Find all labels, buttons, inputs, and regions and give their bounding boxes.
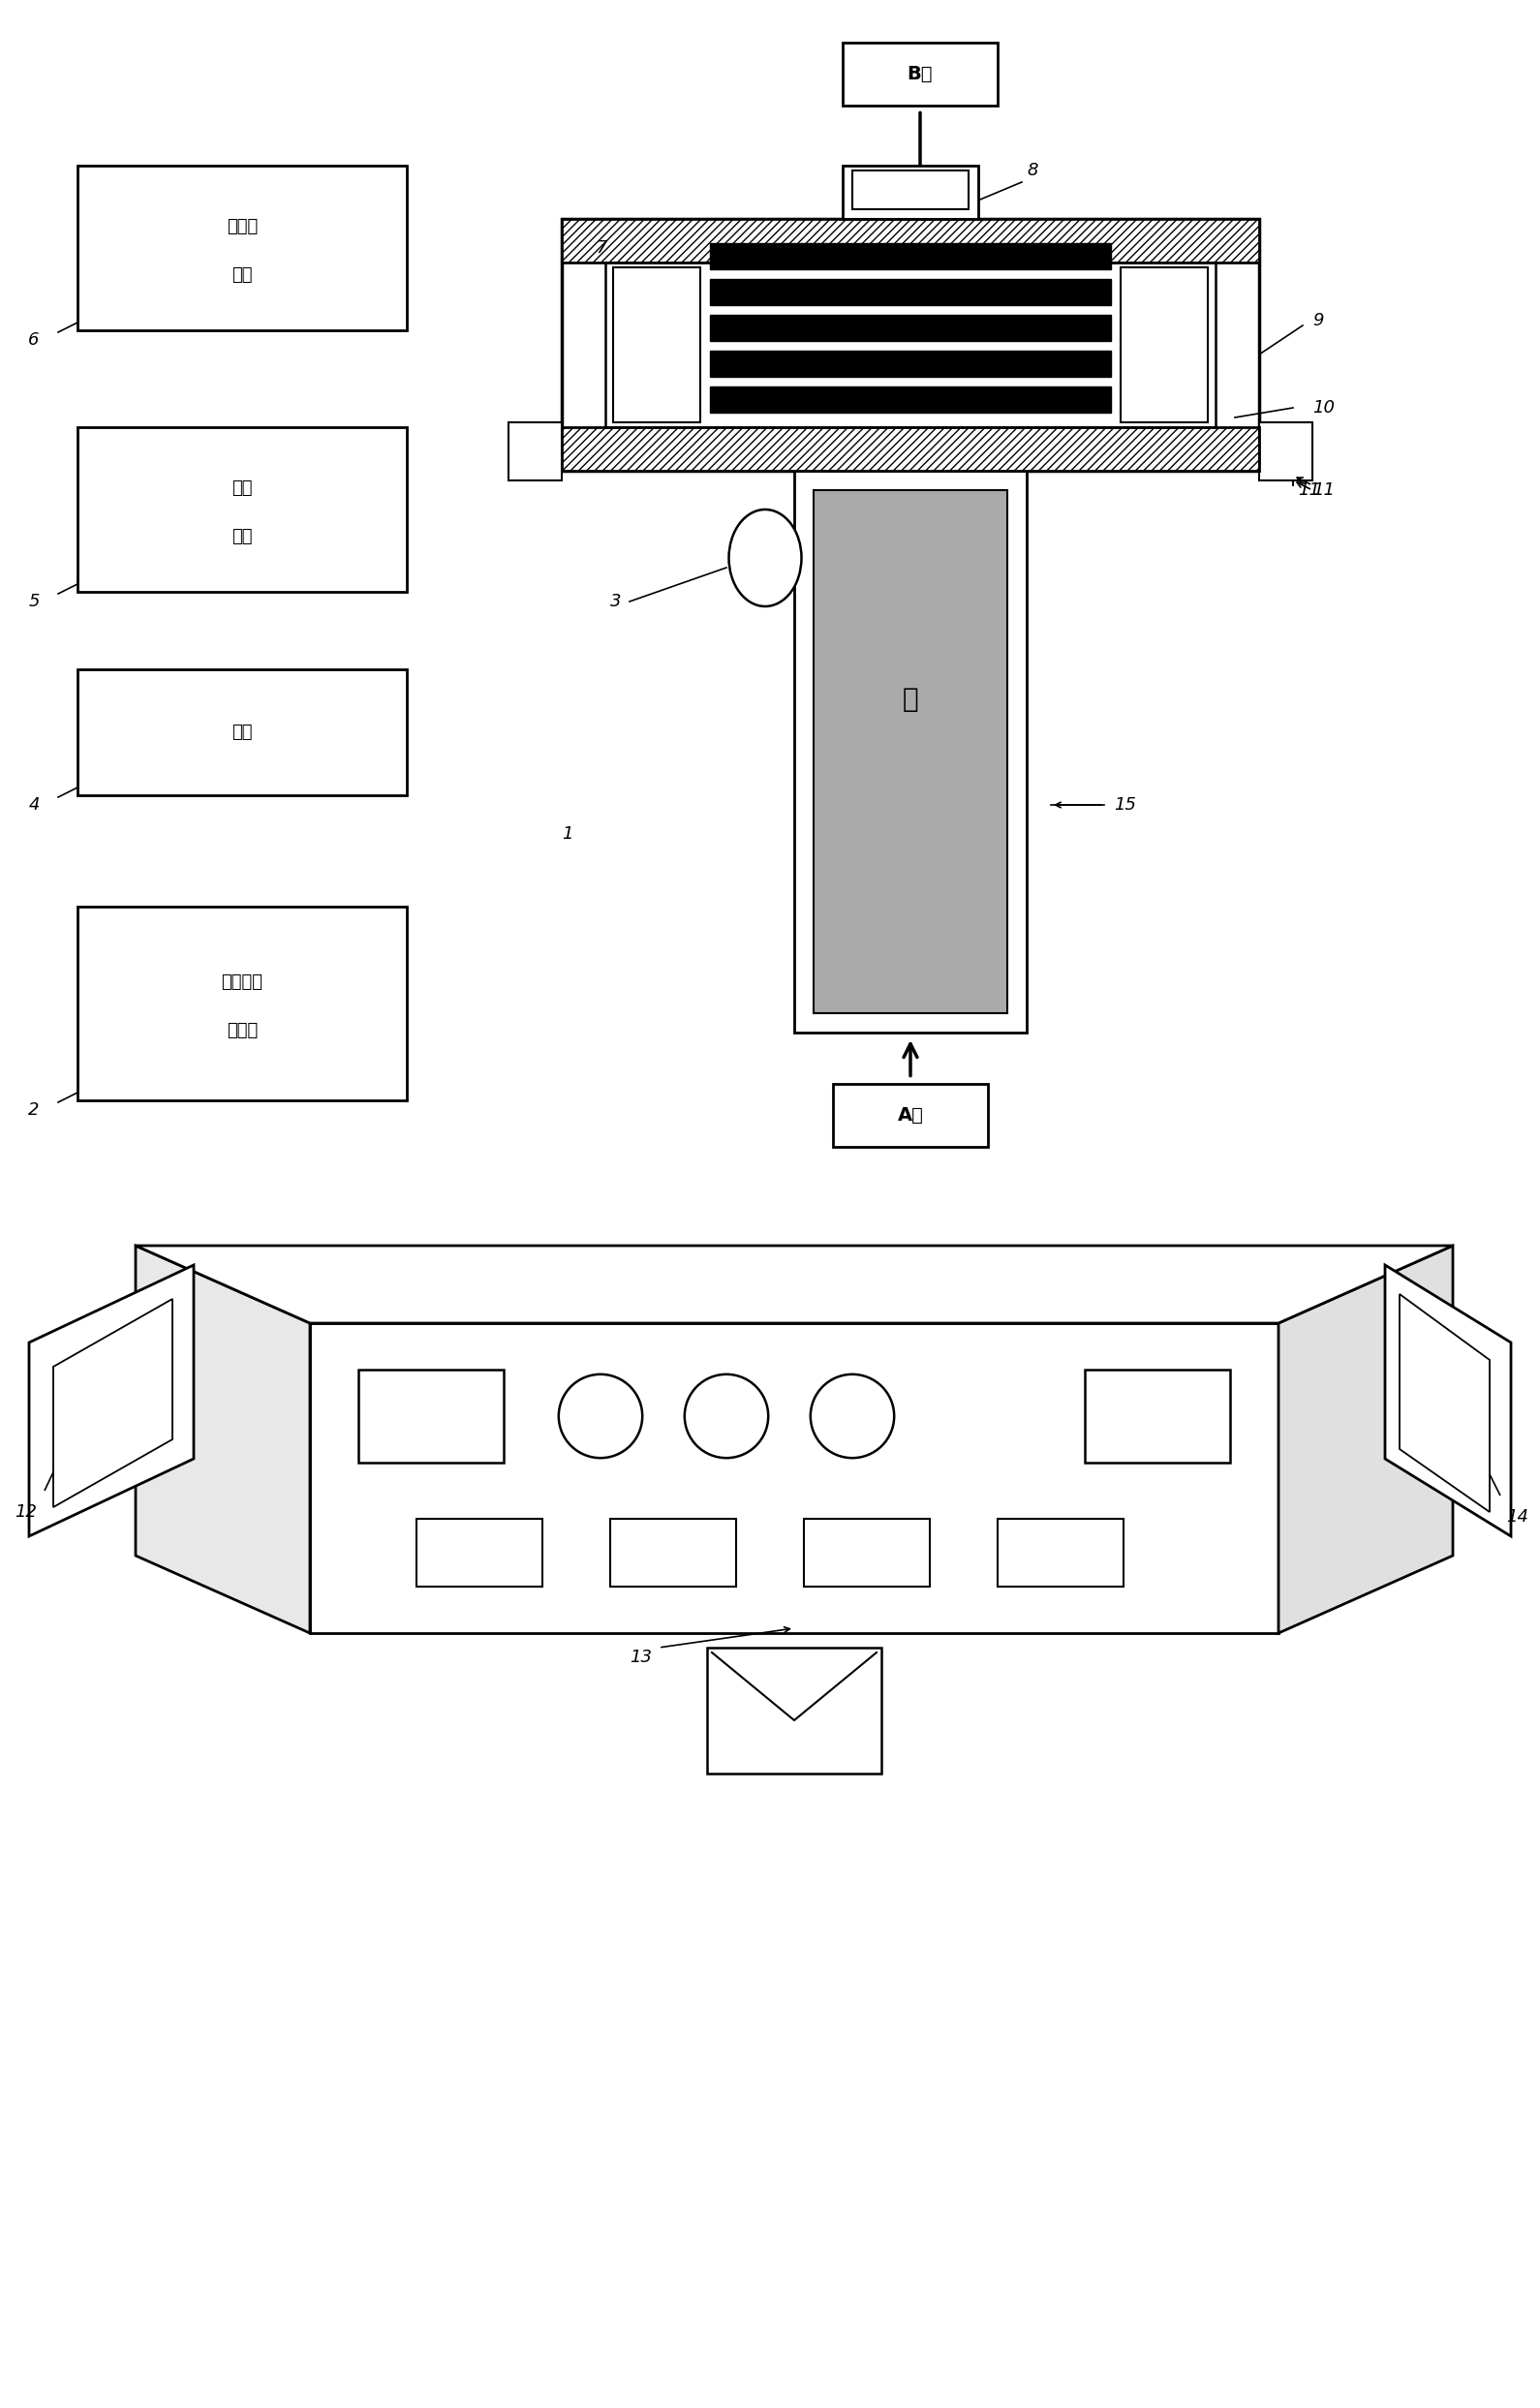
Text: 14: 14: [1506, 1507, 1528, 1527]
Text: 1: 1: [562, 826, 573, 843]
Bar: [605, 262, 1215, 426]
Text: 电源: 电源: [231, 722, 253, 742]
Text: 4: 4: [28, 797, 40, 814]
Text: 11: 11: [1312, 482, 1335, 498]
Text: 13: 13: [630, 1649, 651, 1666]
Bar: [562, 219, 1260, 262]
Text: 8: 8: [1027, 161, 1038, 178]
Text: 辅助: 辅助: [231, 479, 253, 496]
Bar: [833, 1084, 989, 1146]
Text: 11: 11: [1298, 482, 1320, 498]
Text: A向: A向: [898, 1105, 924, 1125]
Bar: [77, 908, 407, 1100]
Bar: [795, 470, 1027, 1033]
Text: 中央操作: 中央操作: [222, 973, 263, 992]
Text: 水冷却: 水冷却: [226, 219, 257, 236]
Bar: [813, 491, 1007, 1014]
Bar: [416, 1519, 542, 1587]
Text: 7: 7: [596, 238, 607, 258]
Ellipse shape: [728, 510, 801, 607]
Text: 6: 6: [28, 332, 40, 349]
Bar: [562, 426, 1260, 470]
Text: 3: 3: [610, 592, 621, 609]
Text: 2: 2: [28, 1100, 40, 1120]
Text: 15: 15: [1113, 797, 1137, 814]
Bar: [562, 426, 1260, 470]
Text: 设备: 设备: [231, 527, 253, 544]
Bar: [710, 243, 1110, 270]
Bar: [1121, 267, 1207, 421]
Bar: [610, 1519, 736, 1587]
Polygon shape: [1278, 1245, 1452, 1633]
Text: 人: 人: [902, 686, 918, 713]
Bar: [710, 315, 1110, 342]
Polygon shape: [136, 1245, 1452, 1322]
Polygon shape: [1400, 1293, 1489, 1512]
Bar: [710, 352, 1110, 376]
Bar: [562, 219, 1260, 262]
Circle shape: [559, 1375, 642, 1457]
Bar: [804, 1519, 930, 1587]
Bar: [842, 41, 998, 106]
Bar: [310, 1322, 1278, 1633]
Polygon shape: [54, 1298, 172, 1507]
Bar: [77, 166, 407, 330]
Bar: [852, 171, 969, 209]
Polygon shape: [29, 1264, 194, 1536]
Polygon shape: [1384, 1264, 1511, 1536]
Bar: [710, 385, 1110, 412]
Text: 12: 12: [14, 1503, 37, 1522]
Text: 控制器: 控制器: [226, 1021, 257, 1040]
Text: 5: 5: [28, 592, 40, 609]
Text: B向: B向: [907, 65, 933, 82]
Bar: [707, 1647, 881, 1775]
Text: 装置: 装置: [231, 267, 253, 284]
Bar: [998, 1519, 1124, 1587]
Text: 9: 9: [1312, 313, 1323, 330]
Bar: [359, 1370, 504, 1462]
Bar: [1260, 421, 1312, 482]
Bar: [1084, 1370, 1230, 1462]
Circle shape: [810, 1375, 895, 1457]
Circle shape: [685, 1375, 768, 1457]
Bar: [77, 669, 407, 795]
Text: 10: 10: [1312, 400, 1335, 417]
Bar: [842, 166, 978, 219]
Bar: [508, 421, 562, 482]
Bar: [613, 267, 701, 421]
Bar: [562, 219, 1260, 470]
Bar: [710, 279, 1110, 306]
Polygon shape: [136, 1245, 310, 1633]
Bar: [77, 426, 407, 592]
